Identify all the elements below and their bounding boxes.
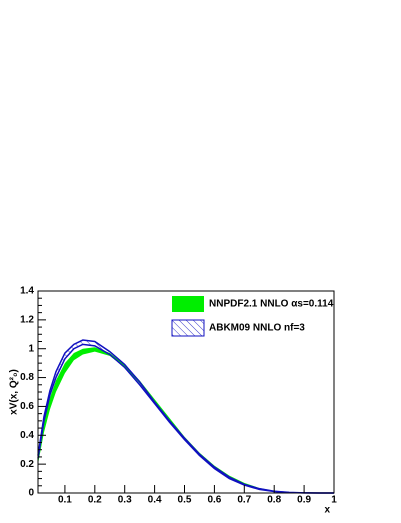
x-tick-label: 0.6 [207, 495, 221, 506]
band-lower-edge [37, 343, 334, 494]
band [38, 340, 334, 493]
y-tick-label: 0.2 [20, 459, 34, 470]
legend-swatch [171, 319, 205, 337]
legend-label: ABKM09 NNLO nf=3 [209, 323, 305, 334]
y-axis-label: xV(x, Q²₀) [9, 369, 20, 415]
y-tick-label: 0.6 [20, 401, 34, 412]
x-tick-label: 0.3 [118, 495, 132, 506]
y-tick-label: 1 [28, 343, 34, 354]
x-tick-label: 0.8 [267, 495, 281, 506]
x-tick-label: 0.4 [148, 495, 162, 506]
x-tick-label: 0.7 [237, 495, 251, 506]
x-tick-label: 0.9 [297, 495, 311, 506]
y-tick-label: 0 [28, 488, 34, 499]
x-tick-label: 0.5 [178, 495, 192, 506]
x-tick-label: 0.1 [58, 495, 72, 506]
band [38, 347, 334, 493]
legend-swatch [172, 296, 204, 312]
y-tick-label: 1.4 [20, 286, 34, 297]
x-tick-label: 0.2 [88, 495, 102, 506]
x-tick-label: 1 [331, 495, 337, 506]
y-tick-label: 0.4 [20, 430, 34, 441]
y-tick-label: 1.2 [20, 314, 34, 325]
band-upper-edge [37, 339, 334, 494]
x-axis-label: x [324, 505, 330, 516]
y-tick-label: 0.8 [20, 372, 34, 383]
legend-label: NNPDF2.1 NNLO αs=0.114 [209, 299, 334, 310]
